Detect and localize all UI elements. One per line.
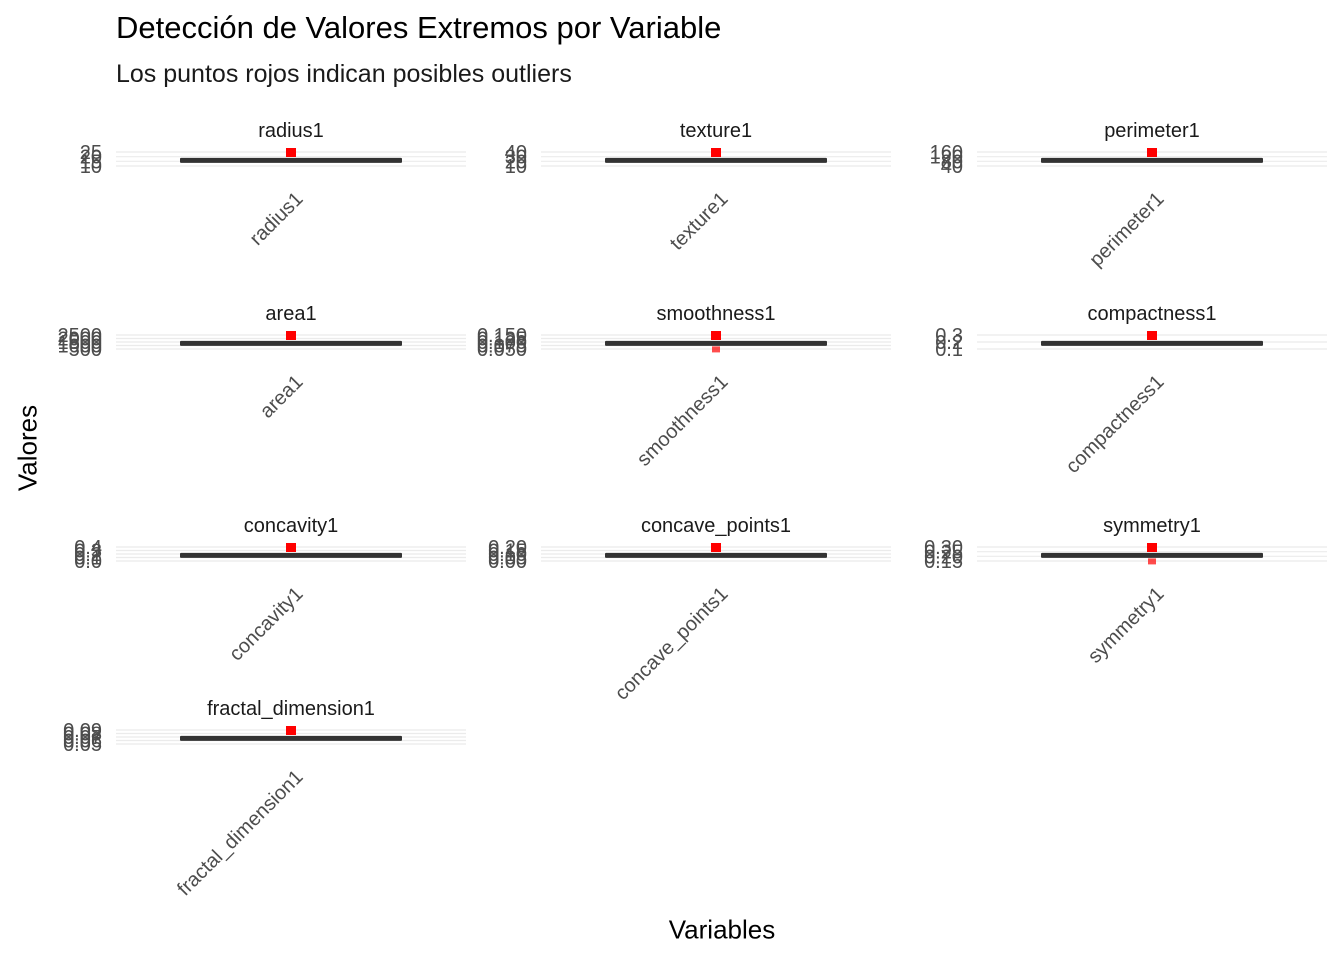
y-tick-label: 0.00 (488, 551, 527, 573)
facet-label-texture1: texture1 (680, 120, 752, 142)
outlier-point-high (1147, 331, 1157, 340)
box-texture1 (605, 157, 827, 163)
y-tick-label: 500 (69, 339, 102, 361)
outlier-point-high (1147, 543, 1157, 552)
x-tick-label-radius1: radius1 (246, 188, 308, 250)
y-tick-label: 0.150 (477, 325, 527, 347)
y-tick-label: 30 (505, 147, 527, 169)
y-tick-label: 15 (80, 151, 102, 173)
y-tick-label: 0.3 (935, 325, 963, 347)
box-compactness1 (1041, 340, 1263, 346)
box-perimeter1 (1041, 157, 1263, 163)
y-tick-label: 0.100 (477, 332, 527, 354)
outlier-point-high (286, 726, 296, 735)
y-tick-label: 0.25 (924, 542, 963, 564)
y-tick-label: 20 (80, 147, 102, 169)
box-concave-points1 (605, 552, 827, 558)
chart-title: Detección de Valores Extremos por Variab… (116, 10, 722, 45)
facet-label-smoothness1: smoothness1 (657, 303, 776, 325)
y-tick-label: 0.15 (924, 551, 963, 573)
outlier-point-low (712, 346, 720, 353)
facet-label-concavity1: concavity1 (244, 515, 339, 537)
box-concavity1 (180, 552, 402, 558)
y-tick-label: 120 (930, 147, 963, 169)
outlier-point-low (1148, 558, 1156, 565)
x-tick-label-compactness1: compactness1 (1062, 371, 1169, 478)
y-tick-label: 0.10 (488, 544, 527, 566)
y-tick-label: 0.07 (63, 727, 102, 749)
y-tick-label: 0.2 (74, 544, 102, 566)
y-tick-label: 0.125 (477, 329, 527, 351)
y-tick-label: 0.15 (488, 541, 527, 563)
y-tick-label: 0.1 (935, 339, 963, 361)
facet-label-symmetry1: symmetry1 (1103, 515, 1201, 537)
facet-label-fractal-dimension1: fractal_dimension1 (207, 698, 375, 720)
y-tick-label: 160 (930, 142, 963, 164)
outlier-point-high (286, 543, 296, 552)
y-tick-label: 25 (80, 142, 102, 164)
outlier-point-high (1147, 148, 1157, 157)
box-fractal-dimension1 (180, 735, 402, 741)
y-tick-label: 0.3 (74, 541, 102, 563)
y-tick-label: 0.1 (74, 548, 102, 570)
y-tick-label: 2500 (58, 325, 103, 347)
y-tick-label: 0.20 (924, 546, 963, 568)
y-tick-label: 80 (941, 151, 963, 173)
outlier-point-high (286, 148, 296, 157)
box-smoothness1 (605, 340, 827, 346)
y-tick-label: 0.09 (63, 720, 102, 742)
facet-label-compactness1: compactness1 (1088, 303, 1217, 325)
y-tick-label: 40 (505, 142, 527, 164)
y-tick-label: 0.05 (63, 734, 102, 756)
y-tick-label: 0.20 (488, 537, 527, 559)
chart-subtitle: Los puntos rojos indican posibles outlie… (116, 60, 572, 88)
outlier-point-high (711, 331, 721, 340)
y-tick-label: 1000 (58, 336, 103, 358)
y-tick-label: 0.050 (477, 339, 527, 361)
x-axis-title: Variables (668, 914, 776, 945)
outlier-point-high (711, 148, 721, 157)
y-tick-label: 20 (505, 151, 527, 173)
box-radius1 (180, 157, 402, 163)
x-tick-label-area1: area1 (256, 371, 308, 423)
x-tick-label-texture1: texture1 (666, 188, 733, 255)
box-area1 (180, 340, 402, 346)
x-tick-label-symmetry1: symmetry1 (1084, 583, 1169, 668)
y-tick-label: 0.30 (924, 537, 963, 559)
y-tick-label: 10 (80, 156, 102, 178)
y-tick-label: 2000 (58, 329, 103, 351)
y-tick-label: 0.075 (477, 336, 527, 358)
y-tick-label: 0.4 (74, 537, 102, 559)
facet-label-area1: area1 (265, 303, 316, 325)
outlier-point-high (711, 543, 721, 552)
facet-label-perimeter1: perimeter1 (1104, 120, 1200, 142)
y-tick-label: 0.08 (63, 724, 102, 746)
x-tick-label-smoothness1: smoothness1 (633, 371, 733, 471)
box-symmetry1 (1041, 552, 1263, 558)
y-tick-label: 0.06 (63, 731, 102, 753)
x-tick-label-fractal-dimension1: fractal_dimension1 (173, 766, 307, 900)
y-tick-label: 0.2 (935, 332, 963, 354)
y-tick-label: 0.0 (74, 551, 102, 573)
y-tick-label: 1500 (58, 332, 103, 354)
x-tick-label-perimeter1: perimeter1 (1085, 188, 1168, 271)
x-tick-label-concave-points1: concave_points1 (611, 583, 733, 705)
y-tick-label: 10 (505, 156, 527, 178)
y-tick-label: 0.05 (488, 548, 527, 570)
y-tick-label: 40 (941, 156, 963, 178)
facet-label-radius1: radius1 (258, 120, 324, 142)
x-tick-label-concavity1: concavity1 (225, 583, 307, 665)
facet-label-concave-points1: concave_points1 (641, 515, 791, 537)
outlier-point-high (286, 331, 296, 340)
